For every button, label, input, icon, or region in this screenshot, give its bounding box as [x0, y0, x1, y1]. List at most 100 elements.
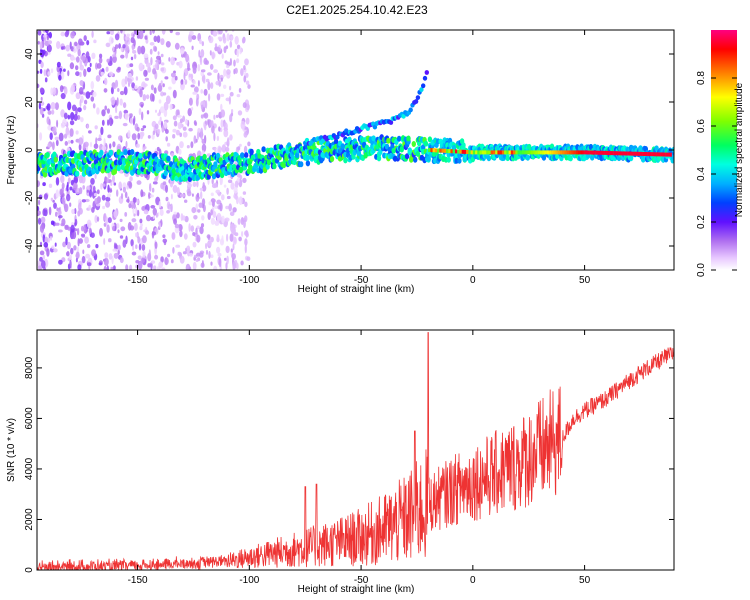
heatmap-cell: [517, 150, 520, 155]
heatmap-cell: [226, 187, 229, 195]
heatmap-cell: [220, 77, 223, 82]
heatmap-cell: [139, 218, 143, 224]
heatmap-cell: [117, 249, 120, 255]
heatmap-cell: [506, 150, 509, 155]
heatmap-cell: [113, 252, 119, 259]
heatmap-cell: [175, 244, 181, 248]
heatmap-cell: [225, 245, 230, 254]
heatmap-cell: [42, 171, 48, 178]
heatmap-cell: [136, 199, 139, 205]
heatmap-cell: [238, 236, 242, 242]
heatmap-cell: [125, 140, 128, 148]
heatmap-cell: [132, 207, 135, 215]
heatmap-cell: [155, 123, 159, 130]
heatmap-cell: [83, 105, 87, 111]
heatmap-cell: [216, 199, 222, 205]
heatmap-cell: [213, 182, 218, 188]
heatmap-cell: [140, 127, 145, 132]
heatmap-cell: [372, 124, 378, 130]
heatmap-cell: [199, 226, 204, 235]
heatmap-cell: [225, 205, 230, 210]
heatmap-cell: [528, 150, 532, 155]
heatmap-cell: [81, 175, 86, 184]
heatmap-cell: [159, 208, 164, 217]
x-tick-label: 0: [470, 575, 476, 586]
spectrogram-heatmap: [37, 30, 674, 270]
heatmap-cell: [135, 260, 140, 264]
heatmap-cell: [229, 85, 232, 91]
heatmap-cell: [219, 238, 225, 246]
heatmap-cell: [94, 125, 98, 130]
heatmap-cell: [560, 150, 563, 155]
heatmap-cell: [216, 93, 221, 101]
heatmap-cell: [183, 72, 186, 81]
heatmap-cell: [45, 152, 50, 158]
heatmap-cell: [93, 192, 98, 197]
heatmap-cell: [210, 192, 214, 197]
heatmap-cell: [203, 80, 206, 84]
heatmap-cell: [107, 217, 112, 224]
heatmap-cell: [70, 247, 74, 255]
heatmap-cell: [160, 256, 164, 263]
heatmap-cell: [247, 141, 251, 147]
heatmap-cell: [37, 265, 43, 270]
heatmap-cell: [150, 260, 156, 264]
heatmap-cell: [665, 152, 668, 157]
heatmap-cell: [141, 206, 146, 211]
heatmap-cell: [237, 146, 240, 151]
heatmap-cell: [123, 149, 128, 156]
heatmap-cell: [149, 30, 152, 36]
heatmap-cell: [197, 63, 201, 72]
heatmap-cell: [109, 143, 112, 149]
heatmap-cell: [117, 66, 121, 71]
heatmap-cell: [58, 259, 63, 265]
heatmap-cell: [123, 109, 129, 114]
heatmap-cell: [130, 239, 134, 247]
heatmap-cell: [55, 139, 59, 147]
heatmap-cell: [490, 150, 494, 155]
heatmap-cell: [51, 109, 55, 115]
heatmap-cell: [56, 61, 61, 68]
colorbar-label: Normalized spectral amplitude: [734, 82, 745, 217]
heatmap-cell: [194, 86, 199, 93]
heatmap-cell: [213, 205, 219, 209]
heatmap-cell: [217, 252, 222, 257]
heatmap-cell: [144, 35, 148, 40]
heatmap-cell: [569, 150, 572, 155]
y-tick-label: 6000: [24, 407, 35, 430]
y-tick-label: 20: [24, 96, 35, 108]
heatmap-cell: [42, 208, 46, 216]
heatmap-cell: [604, 150, 608, 155]
heatmap-cell: [551, 150, 554, 155]
heatmap-cell: [192, 80, 196, 85]
heatmap-cell: [211, 125, 215, 134]
heatmap-cell: [200, 69, 206, 73]
heatmap-cell: [77, 107, 82, 113]
heatmap-cell: [200, 127, 203, 137]
heatmap-cell: [200, 191, 203, 200]
heatmap-cell: [220, 109, 226, 118]
heatmap-cell: [149, 48, 153, 55]
heatmap-cell: [143, 146, 147, 150]
heatmap-cell: [233, 186, 238, 194]
heatmap-cell: [155, 62, 159, 70]
heatmap-cell: [214, 43, 218, 48]
heatmap-cell: [86, 219, 92, 229]
heatmap-cell: [165, 196, 169, 202]
heatmap-cell: [150, 205, 156, 209]
heatmap-cell: [175, 129, 180, 136]
snr-y-label: SNR (10 * v/v): [6, 418, 17, 482]
heatmap-cell: [233, 68, 236, 75]
heatmap-cell: [108, 36, 114, 45]
heatmap-cell: [192, 261, 197, 270]
heatmap-cell: [143, 53, 149, 59]
heatmap-cell: [73, 245, 77, 251]
heatmap-cell: [106, 108, 110, 114]
heatmap-cell: [244, 58, 249, 66]
heatmap-cell: [216, 135, 220, 142]
heatmap-cell: [133, 30, 136, 35]
heatmap-cell: [508, 150, 511, 155]
heatmap-cell: [58, 74, 62, 81]
heatmap-cell: [174, 75, 178, 81]
colorbar-ticks: 0.0 0.2 0.4 0.6 0.8: [696, 71, 737, 277]
